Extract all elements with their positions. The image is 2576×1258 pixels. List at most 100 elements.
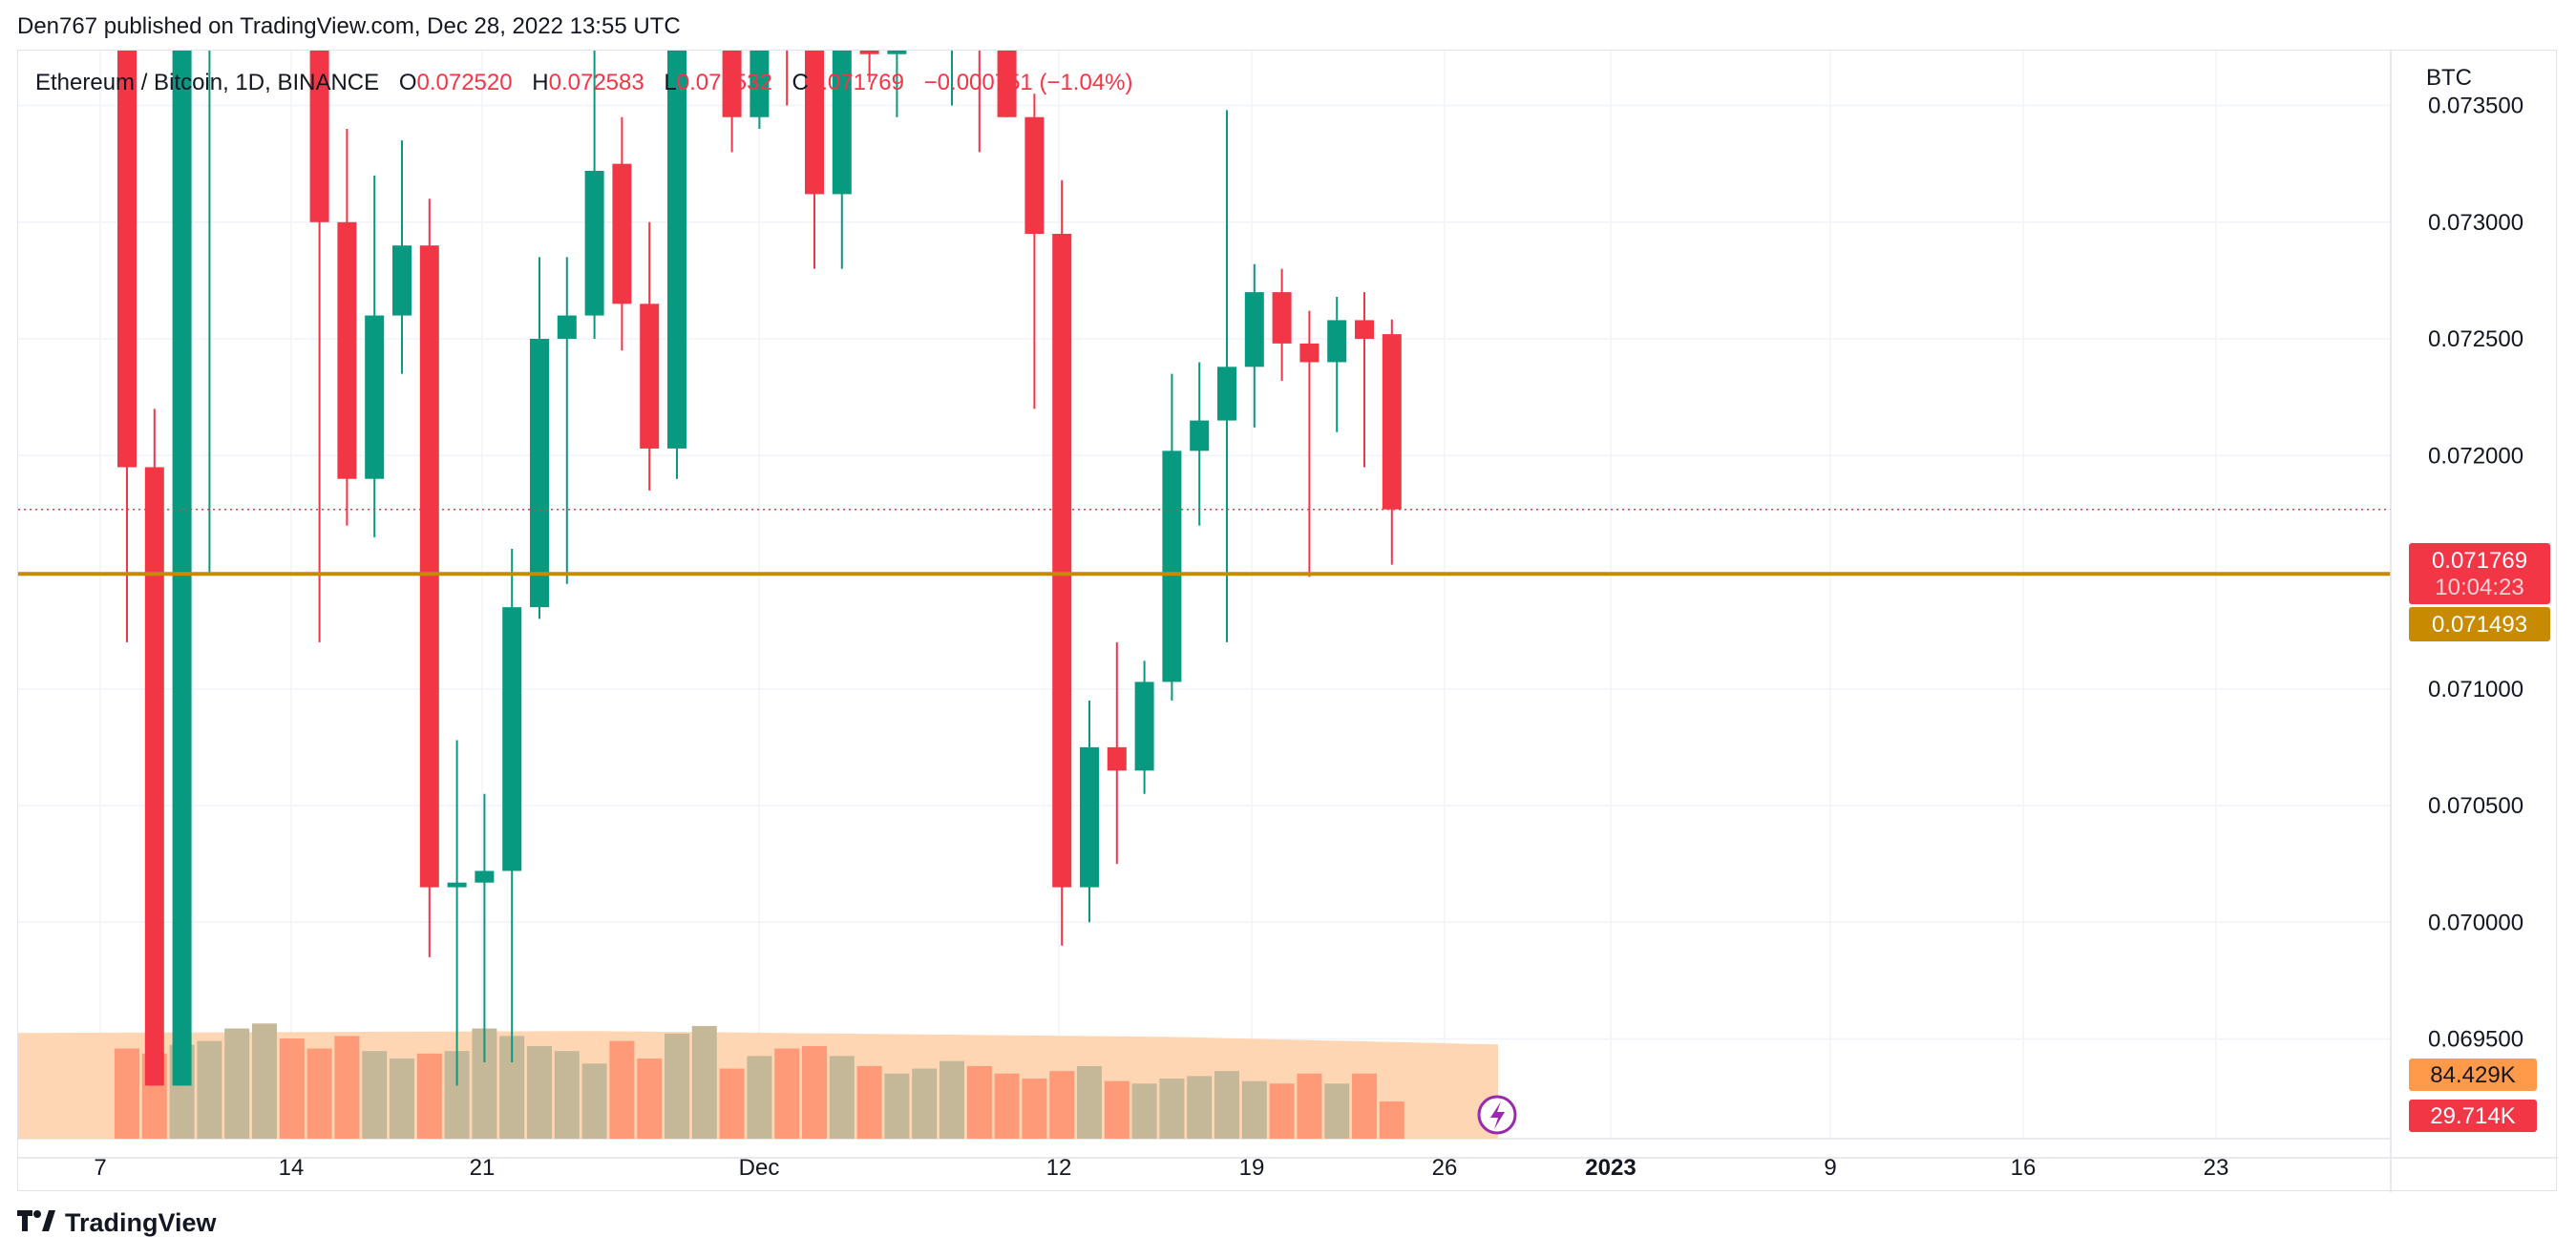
volume-bar	[1214, 1071, 1239, 1139]
volume-bar	[719, 1068, 745, 1139]
price-tick-label: 0.073500	[2428, 94, 2523, 119]
candle	[530, 257, 549, 619]
price-tick-label: 0.072000	[2428, 443, 2523, 469]
candle-body	[750, 51, 770, 117]
candle-body	[1327, 320, 1347, 363]
candle-body	[1272, 292, 1292, 344]
lightning-icon[interactable]	[1477, 1095, 1517, 1135]
volume-bar	[334, 1036, 360, 1139]
volume-bar	[1352, 1073, 1377, 1139]
candle-body	[1107, 746, 1127, 771]
volume-bar	[747, 1056, 772, 1139]
volume-bar	[691, 1025, 717, 1139]
candle-body	[1299, 343, 1320, 363]
candle	[557, 257, 577, 584]
date-axis[interactable]: 7 14 21 Dec 12 19 26 2023 9 16 23	[18, 1155, 2558, 1181]
candle	[392, 140, 412, 374]
date-tick-label: Dec	[739, 1155, 780, 1181]
candle	[1382, 319, 1402, 565]
chart-panel[interactable]: 0.073500 0.073000 0.072500 0.072000 0.071000…	[17, 50, 2558, 1192]
candle-body	[997, 51, 1017, 117]
candle-body	[805, 51, 824, 195]
candle	[640, 221, 660, 491]
candle-body	[612, 163, 632, 304]
tradingview-logo-icon	[17, 1209, 55, 1238]
candle-body	[667, 51, 686, 449]
volume-ma-value: 84.429K	[2430, 1062, 2515, 1088]
date-tick-label: 12	[1046, 1155, 1072, 1181]
date-tick-label: 7	[94, 1155, 106, 1181]
candle-body	[1024, 116, 1045, 234]
candle	[978, 51, 981, 153]
volume-bar	[802, 1045, 827, 1139]
candle-body	[584, 170, 604, 316]
candle	[1190, 362, 1210, 526]
tradingview-logo[interactable]: TradingView	[17, 1208, 217, 1238]
candle	[475, 793, 495, 1062]
candle	[887, 51, 907, 117]
candle-body	[1244, 292, 1264, 367]
candle	[1134, 660, 1154, 794]
volume-bar	[115, 1048, 139, 1139]
ohlc-legend: Ethereum / Bitcoin, 1D, BINANCE O0.07252…	[35, 70, 1133, 95]
volume-bar	[252, 1023, 277, 1139]
candle	[805, 51, 824, 269]
volume-bar	[884, 1073, 910, 1139]
price-axis[interactable]: 0.073500 0.073000 0.072500 0.072000 0.071000…	[2390, 51, 2523, 1192]
volume-bar	[1159, 1079, 1185, 1139]
currency-label: BTC	[2426, 65, 2472, 91]
candle-body	[392, 245, 412, 316]
volume-bar	[966, 1065, 992, 1139]
candle	[117, 51, 137, 642]
published-header: Den767 published on TradingView.com, Dec…	[17, 13, 681, 39]
candle-body	[1134, 681, 1154, 771]
candle-body	[309, 51, 329, 222]
candle-body	[337, 221, 357, 479]
candles	[117, 51, 1402, 1086]
volume-bar	[1022, 1079, 1047, 1139]
volume-ma-badge: 84.429K	[2409, 1059, 2537, 1091]
volume-bar	[940, 1060, 964, 1139]
candle-body	[530, 339, 549, 608]
volume-bar	[581, 1063, 607, 1139]
candle	[309, 51, 329, 642]
legend-high: 0.072583	[549, 70, 644, 95]
tradingview-brand-text: TradingView	[65, 1208, 217, 1237]
candle	[337, 128, 357, 526]
price-tick-label: 0.072500	[2428, 326, 2523, 352]
date-tick-label: 16	[2011, 1155, 2037, 1181]
volume-bar	[1324, 1083, 1350, 1139]
candle	[1244, 263, 1264, 428]
candle	[1299, 310, 1320, 577]
last-price-value: 0.071769	[2432, 548, 2527, 574]
candle-countdown: 10:04:23	[2435, 575, 2523, 600]
volume-bar	[774, 1048, 800, 1139]
date-tick-label: 19	[1239, 1155, 1265, 1181]
date-tick-label: 2023	[1585, 1155, 1636, 1181]
volume-badge: 29.714K	[2409, 1100, 2537, 1132]
candle-body	[832, 51, 852, 195]
candle	[1024, 94, 1045, 409]
candle-body	[1382, 334, 1402, 510]
volume-bar	[1297, 1073, 1322, 1139]
candle	[786, 51, 789, 106]
date-tick-label: 26	[1432, 1155, 1458, 1181]
candle	[1355, 292, 1374, 468]
candle-body	[419, 245, 439, 888]
legend-symbol: Ethereum / Bitcoin, 1D, BINANCE	[35, 70, 379, 95]
candle-body	[1190, 420, 1210, 451]
candle	[1217, 110, 1236, 642]
candle	[722, 51, 742, 153]
volume-value: 29.714K	[2430, 1103, 2515, 1129]
candle-body	[172, 51, 192, 1086]
candle	[502, 549, 522, 1062]
volume-bar	[637, 1059, 663, 1139]
volume-bar	[1131, 1083, 1157, 1139]
date-tick-label: 14	[279, 1155, 305, 1181]
candle	[1080, 700, 1099, 923]
legend-low-label: L	[664, 70, 676, 95]
candlestick-chart[interactable]: 0.073500 0.073000 0.072500 0.072000 0.071000…	[18, 51, 2558, 1192]
legend-open: 0.072520	[416, 70, 512, 95]
candle-body	[887, 51, 907, 54]
candle-body	[365, 315, 385, 479]
